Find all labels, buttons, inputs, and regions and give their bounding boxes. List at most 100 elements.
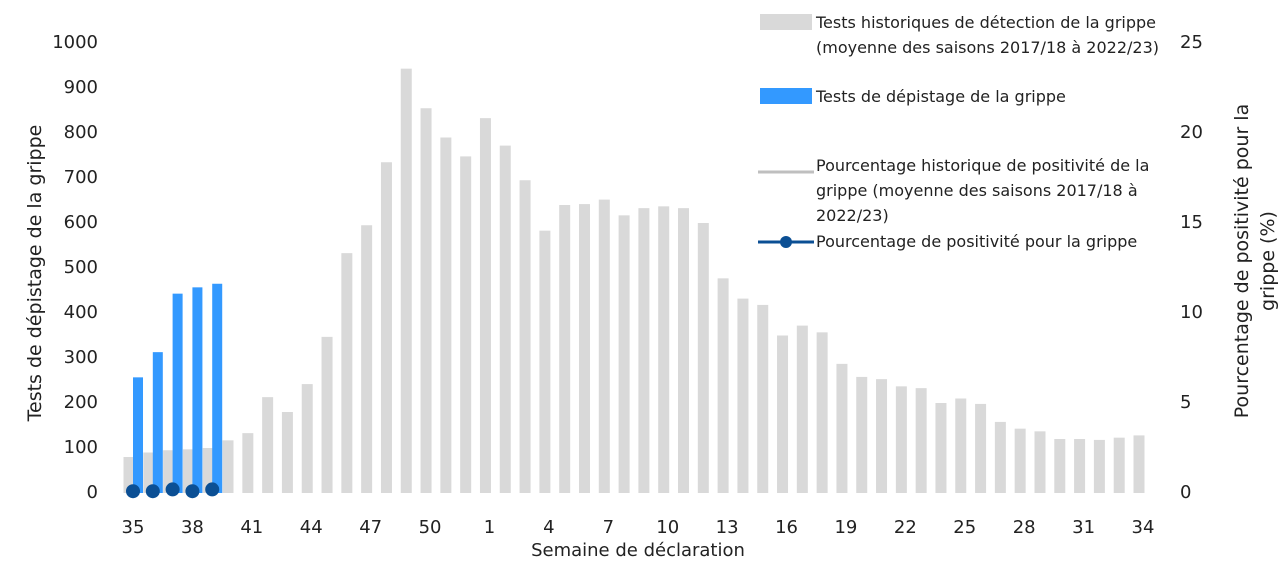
x-tick-label: 22 <box>894 517 917 538</box>
marker <box>185 484 200 499</box>
bar <box>460 156 472 493</box>
x-tick-label: 19 <box>834 517 857 538</box>
bar <box>935 403 947 493</box>
y2-tick-label: 25 <box>1180 32 1203 53</box>
y2-tick-label: 15 <box>1180 212 1203 233</box>
bar <box>856 376 868 493</box>
bar <box>777 335 789 493</box>
bar <box>757 304 769 493</box>
bar <box>341 253 353 493</box>
bar <box>519 180 531 493</box>
y-tick-label: 600 <box>64 212 98 233</box>
y-axis-title: Tests de dépistage de la grippe <box>24 124 46 422</box>
marker <box>145 484 160 499</box>
y2-tick-label: 10 <box>1180 302 1203 323</box>
bar <box>123 457 135 493</box>
marker <box>205 482 220 497</box>
x-tick-label: 41 <box>240 517 263 538</box>
bar <box>1054 439 1066 493</box>
bar <box>796 325 808 493</box>
x-tick-label: 25 <box>953 517 976 538</box>
x-tick-label: 10 <box>656 517 679 538</box>
bar <box>994 421 1006 493</box>
bar <box>222 440 234 493</box>
bar <box>876 379 888 493</box>
x-tick-label: 7 <box>603 517 614 538</box>
legend-entry: Pourcentage historique de positivité de … <box>816 156 1150 225</box>
bar <box>975 403 987 493</box>
bar <box>152 352 163 493</box>
legend-entry: Pourcentage de positivité pour la grippe <box>816 232 1138 251</box>
bar <box>440 137 452 493</box>
bar <box>192 287 203 493</box>
legend-entry: Tests de dépistage de la grippe <box>816 87 1066 106</box>
bar <box>1133 435 1145 493</box>
y-tick-label: 400 <box>64 302 98 323</box>
y-tick-label: 0 <box>87 482 98 503</box>
bar <box>242 433 254 493</box>
bar <box>262 397 274 493</box>
bar <box>400 68 412 494</box>
y2-tick-label: 5 <box>1180 392 1191 413</box>
bar <box>1113 437 1125 493</box>
marker <box>126 484 140 499</box>
bar <box>163 450 175 493</box>
bar <box>539 230 551 493</box>
x-tick-label: 44 <box>300 517 323 538</box>
bar <box>499 145 511 493</box>
bar <box>380 162 392 493</box>
y-tick-label: 800 <box>64 122 98 143</box>
bar <box>915 388 927 493</box>
bar <box>678 208 690 493</box>
bar <box>212 283 223 493</box>
bar <box>816 332 828 493</box>
bar <box>559 205 571 493</box>
bar <box>1093 439 1105 493</box>
bar <box>133 377 143 493</box>
x-tick-label: 50 <box>419 517 442 538</box>
x-tick-label: 38 <box>181 517 204 538</box>
bar <box>836 363 848 493</box>
bar <box>638 208 650 493</box>
legend-swatch <box>760 88 812 104</box>
bar <box>321 336 333 493</box>
bar <box>895 386 907 493</box>
y-tick-label: 700 <box>64 167 98 188</box>
legend-entry: Tests historiques de détection de la gri… <box>816 13 1159 57</box>
bar <box>202 448 214 493</box>
y2-axis-title: Pourcentage de positivité pour la grippe… <box>1231 103 1279 419</box>
bar <box>578 204 590 493</box>
bar <box>737 298 749 493</box>
y-tick-label: 200 <box>64 392 98 413</box>
bar <box>1074 439 1086 493</box>
bar <box>658 206 670 493</box>
legend-swatch <box>760 14 812 30</box>
bar <box>301 384 313 493</box>
bar <box>717 278 729 493</box>
bar <box>281 412 293 493</box>
bar <box>1034 431 1046 493</box>
x-tick-label: 13 <box>716 517 739 538</box>
x-tick-label: 1 <box>484 517 495 538</box>
x-tick-label: 16 <box>775 517 798 538</box>
x-axis-title: Semaine de déclaration <box>531 540 745 561</box>
bar <box>598 199 610 493</box>
bar <box>143 452 155 493</box>
legend-marker <box>780 236 792 248</box>
x-tick-label: 35 <box>122 517 145 538</box>
x-tick-label: 4 <box>543 517 554 538</box>
bar <box>172 293 183 493</box>
y-tick-label: 500 <box>64 257 98 278</box>
y2-tick-label: 0 <box>1180 482 1191 503</box>
bar <box>420 108 432 493</box>
x-tick-label: 31 <box>1072 517 1095 538</box>
bar <box>479 118 491 494</box>
bar <box>697 223 709 493</box>
y-tick-label: 1000 <box>52 32 98 53</box>
y-tick-label: 300 <box>64 347 98 368</box>
y-tick-label: 900 <box>64 77 98 98</box>
x-tick-label: 28 <box>1013 517 1036 538</box>
bar <box>1014 428 1026 493</box>
